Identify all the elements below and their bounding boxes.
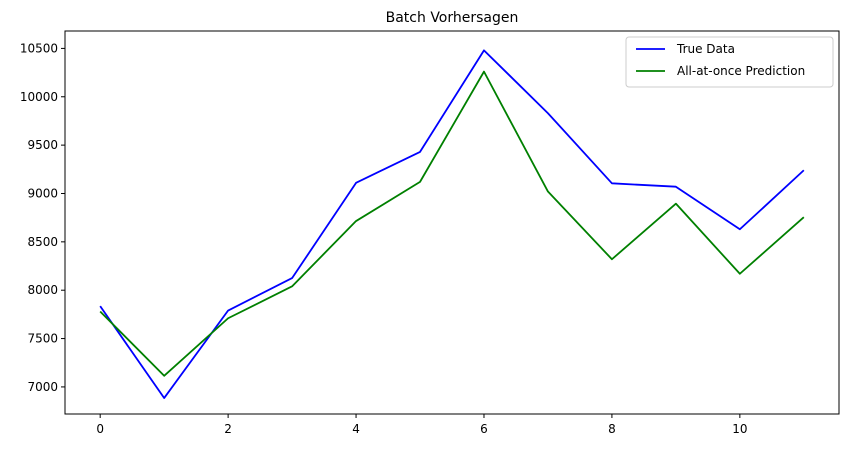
series-line-2 (99, 70, 805, 377)
x-tick-label: 6 (480, 422, 488, 436)
legend-box (625, 36, 834, 88)
y-tick-label: 9500 (27, 138, 58, 152)
x-tick-label: 4 (352, 422, 360, 436)
plot-frame (64, 30, 840, 415)
y-tick-label: 7000 (27, 380, 58, 394)
y-tick-label: 10500 (20, 41, 58, 55)
y-tick-label: 8500 (27, 235, 58, 249)
legend-label-2: All-at-once Prediction (677, 64, 805, 78)
y-tick-label: 9000 (27, 186, 58, 200)
x-tick-label: 8 (608, 422, 616, 436)
series-line-1 (99, 49, 805, 399)
chart-legend: True Data All-at-once Prediction (625, 36, 834, 88)
y-tick-label: 8000 (27, 283, 58, 297)
y-tick-label: 10000 (20, 90, 58, 104)
x-tick-label: 2 (224, 422, 232, 436)
legend-label-1: True Data (676, 42, 735, 56)
x-tick-label: 10 (732, 422, 747, 436)
chart-title: Batch Vorhersagen (386, 10, 519, 26)
x-tick-label: 0 (96, 422, 104, 436)
y-tick-label: 7500 (27, 332, 58, 346)
